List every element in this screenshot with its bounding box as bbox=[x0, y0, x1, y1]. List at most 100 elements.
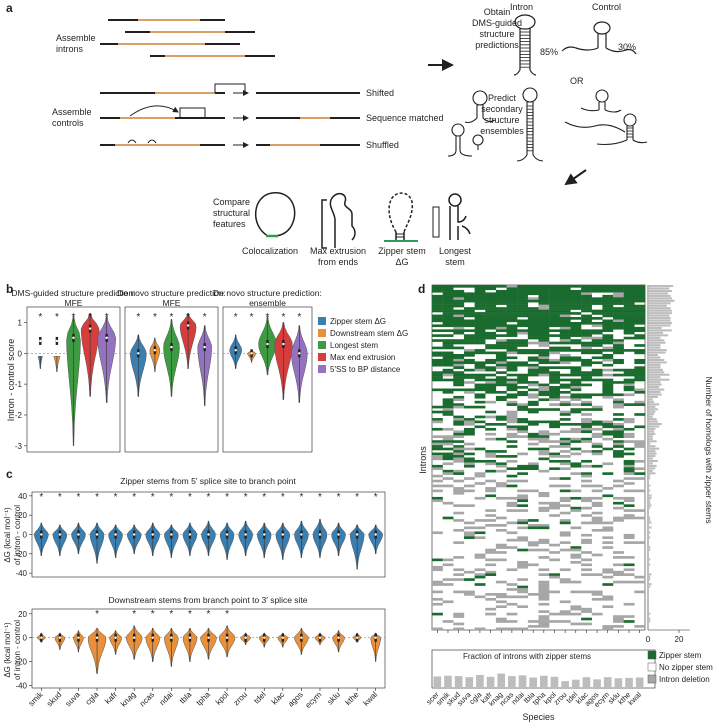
d-cell-zipper bbox=[634, 378, 646, 382]
d-cell-zipper bbox=[581, 395, 592, 399]
d-cell-deletion bbox=[517, 479, 529, 483]
d-cell-zipper bbox=[485, 314, 497, 318]
d-cell-deletion bbox=[506, 479, 518, 483]
d-cell-deletion bbox=[581, 521, 592, 525]
d-cell-zipper bbox=[559, 319, 571, 323]
d-cell-zipper bbox=[623, 307, 635, 310]
c-top-violin-median bbox=[170, 533, 173, 536]
d-right-bar bbox=[648, 620, 651, 623]
d-cell-zipper bbox=[570, 373, 582, 377]
d-cell-zipper bbox=[559, 346, 571, 350]
d-cell-zipper bbox=[623, 378, 635, 382]
c-bottom-violin-median bbox=[244, 636, 247, 639]
d-cell-zipper bbox=[581, 358, 592, 362]
d-cell-deletion bbox=[570, 561, 582, 564]
d-cell-zipper bbox=[485, 309, 497, 313]
d-cell-zipper bbox=[538, 336, 550, 340]
d-cell-zipper bbox=[591, 285, 603, 288]
d-cell-zipper bbox=[613, 324, 624, 328]
d-cell-deletion bbox=[623, 464, 635, 468]
d-cell-zipper bbox=[442, 413, 454, 416]
d-cell-deletion bbox=[549, 445, 560, 448]
d-cell-zipper bbox=[549, 390, 560, 394]
d-cell-zipper bbox=[613, 432, 624, 436]
d-cell-deletion bbox=[506, 285, 518, 288]
d-cell-zipper bbox=[559, 423, 571, 426]
d-cell-zipper bbox=[506, 287, 518, 291]
d-cell-zipper bbox=[581, 299, 592, 303]
d-cell-zipper bbox=[623, 381, 635, 384]
d-cell-deletion bbox=[432, 479, 443, 483]
d-cell-zipper bbox=[559, 356, 571, 360]
b-star: * bbox=[72, 312, 76, 323]
d-cell-zipper bbox=[453, 317, 465, 320]
d-cell-deletion bbox=[495, 551, 507, 554]
d-cell-zipper bbox=[613, 393, 624, 397]
d-cell-zipper bbox=[453, 450, 465, 453]
d-cell-zipper bbox=[506, 294, 518, 298]
d-cell-zipper bbox=[495, 398, 507, 402]
d-cell-deletion bbox=[549, 514, 560, 517]
d-right-bar bbox=[648, 484, 651, 487]
d-cell-deletion bbox=[613, 427, 624, 431]
d-cell-zipper bbox=[517, 312, 529, 315]
d-right-bar bbox=[648, 287, 670, 290]
d-cell-zipper bbox=[527, 363, 539, 367]
d-cell-zipper bbox=[506, 292, 518, 296]
d-cell-zipper bbox=[442, 302, 454, 305]
d-cell-zipper bbox=[474, 331, 486, 335]
c-bottom-star: * bbox=[169, 609, 173, 620]
d-cell-zipper bbox=[613, 346, 624, 350]
b-violin-median bbox=[88, 327, 92, 330]
d-fraction-bar bbox=[529, 677, 537, 688]
b-violin-median bbox=[72, 336, 75, 340]
d-cell-zipper bbox=[453, 420, 465, 424]
d-cell-zipper bbox=[602, 307, 614, 310]
d-cell-deletion bbox=[485, 509, 497, 512]
d-cell-zipper bbox=[517, 585, 529, 589]
d-right-bar bbox=[648, 479, 649, 482]
c-ytick-label: 0 bbox=[23, 634, 28, 643]
d-cell-zipper bbox=[474, 307, 486, 310]
d-cell-zipper bbox=[474, 339, 486, 342]
d-cell-zipper bbox=[559, 334, 571, 337]
shuffled-label: Shuffled bbox=[366, 140, 399, 150]
d-cell-zipper bbox=[623, 304, 635, 308]
d-cell-deletion bbox=[559, 610, 571, 613]
d-cell-zipper bbox=[432, 307, 443, 310]
d-cell-zipper bbox=[602, 386, 614, 389]
d-cell-deletion bbox=[485, 570, 497, 574]
d-cell-deletion bbox=[453, 358, 465, 362]
d-cell-zipper bbox=[613, 351, 624, 355]
d-cell-deletion bbox=[581, 610, 592, 613]
d-cell-zipper bbox=[538, 294, 550, 298]
d-cell-deletion bbox=[538, 430, 550, 434]
d-cell-zipper bbox=[581, 351, 592, 355]
d-cell-deletion bbox=[485, 551, 497, 554]
d-cell-zipper bbox=[474, 447, 486, 451]
d-cell-zipper bbox=[549, 314, 560, 318]
d-cell-zipper bbox=[570, 329, 582, 333]
d-right-bar bbox=[648, 615, 649, 618]
d-cell-zipper bbox=[591, 329, 603, 333]
d-cell-zipper bbox=[474, 378, 486, 382]
d-cell-zipper bbox=[570, 339, 582, 342]
d-cell-zipper bbox=[442, 388, 454, 392]
d-cell-deletion bbox=[453, 363, 465, 367]
d-right-bar bbox=[648, 356, 661, 359]
c-bottom-title: Downstream stems from branch point to 3′… bbox=[108, 595, 307, 605]
d-cell-deletion bbox=[602, 570, 614, 574]
d-cell-zipper bbox=[495, 437, 507, 441]
d-cell-zipper bbox=[432, 304, 443, 308]
d-cell-zipper bbox=[549, 324, 560, 328]
d-legend-swatch bbox=[647, 674, 657, 684]
d-cell-zipper bbox=[495, 363, 507, 367]
d-cell-deletion bbox=[602, 521, 614, 525]
d-right-bar bbox=[648, 459, 658, 463]
d-cell-zipper bbox=[442, 344, 454, 347]
d-cell-zipper bbox=[581, 423, 592, 426]
d-cell-zipper bbox=[432, 558, 443, 562]
d-cell-deletion bbox=[538, 452, 550, 456]
d-cell-zipper bbox=[506, 309, 518, 313]
